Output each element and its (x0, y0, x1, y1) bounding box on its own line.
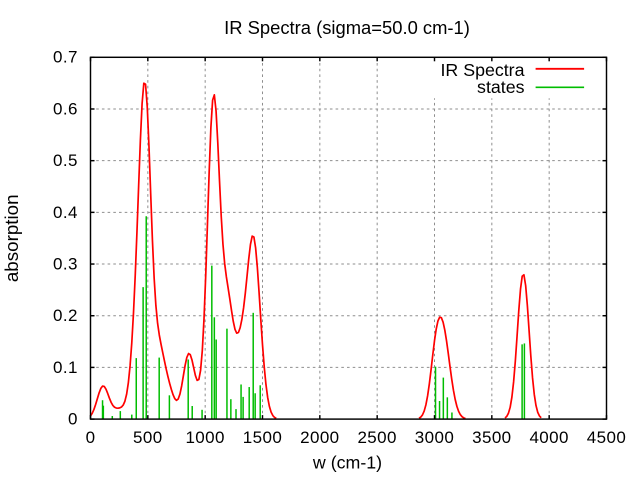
svg-text:1000: 1000 (185, 428, 224, 447)
svg-text:3500: 3500 (472, 428, 511, 447)
svg-text:0.3: 0.3 (53, 254, 78, 273)
svg-text:0.4: 0.4 (53, 203, 78, 222)
svg-text:4500: 4500 (587, 428, 626, 447)
svg-text:w (cm-1): w (cm-1) (312, 453, 382, 473)
svg-text:0.7: 0.7 (53, 48, 78, 67)
svg-text:IR Spectra (sigma=50.0 cm-1): IR Spectra (sigma=50.0 cm-1) (224, 17, 470, 38)
svg-text:0: 0 (86, 428, 96, 447)
svg-text:IR Spectra: IR Spectra (440, 60, 524, 80)
svg-text:absorption: absorption (1, 194, 22, 282)
svg-text:3000: 3000 (415, 428, 454, 447)
svg-text:1500: 1500 (243, 428, 282, 447)
svg-text:2500: 2500 (357, 428, 396, 447)
svg-text:0.6: 0.6 (53, 99, 78, 118)
svg-text:0.5: 0.5 (53, 151, 78, 170)
svg-text:0.2: 0.2 (53, 306, 78, 325)
svg-text:states: states (477, 77, 525, 97)
svg-text:0: 0 (68, 410, 78, 429)
svg-text:500: 500 (133, 428, 163, 447)
svg-text:0.1: 0.1 (53, 358, 78, 377)
svg-text:2000: 2000 (300, 428, 339, 447)
svg-text:4000: 4000 (529, 428, 568, 447)
